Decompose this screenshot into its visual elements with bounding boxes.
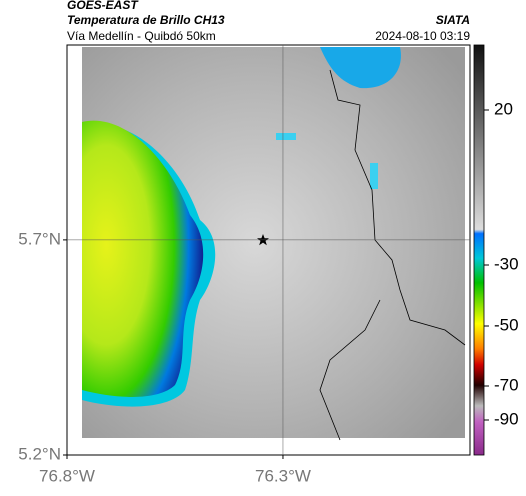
- title: Temperatura de Brillo CH13: [67, 13, 225, 27]
- colorbar-tick-label: -90: [494, 409, 519, 428]
- x-tick-label: 76.8°W: [39, 466, 95, 485]
- station-marker: [257, 234, 269, 246]
- datetime: 2024-08-10 03:19: [375, 29, 470, 43]
- cloud-small: [276, 133, 296, 140]
- cloud-ne: [320, 47, 401, 89]
- colorbar-tick-label: -30: [494, 254, 519, 273]
- source: GOES-EAST: [67, 0, 139, 12]
- y-tick-label: 5.2°N: [18, 444, 61, 463]
- colorbar-tick-label: 20: [494, 99, 513, 118]
- y-tick-label: 5.7°N: [18, 229, 61, 248]
- cloud-small: [370, 163, 378, 189]
- colorbar-tick-label: -50: [494, 315, 519, 334]
- colorbar: [473, 44, 485, 456]
- cloud-core: [82, 120, 204, 397]
- subtitle: Vía Medellín - Quibdó 50km: [67, 29, 216, 43]
- colorbar-tick-label: -70: [494, 375, 519, 394]
- map-frame: [66, 44, 471, 456]
- x-tick-label: 76.3°W: [255, 466, 311, 485]
- agency: SIATA: [436, 13, 470, 27]
